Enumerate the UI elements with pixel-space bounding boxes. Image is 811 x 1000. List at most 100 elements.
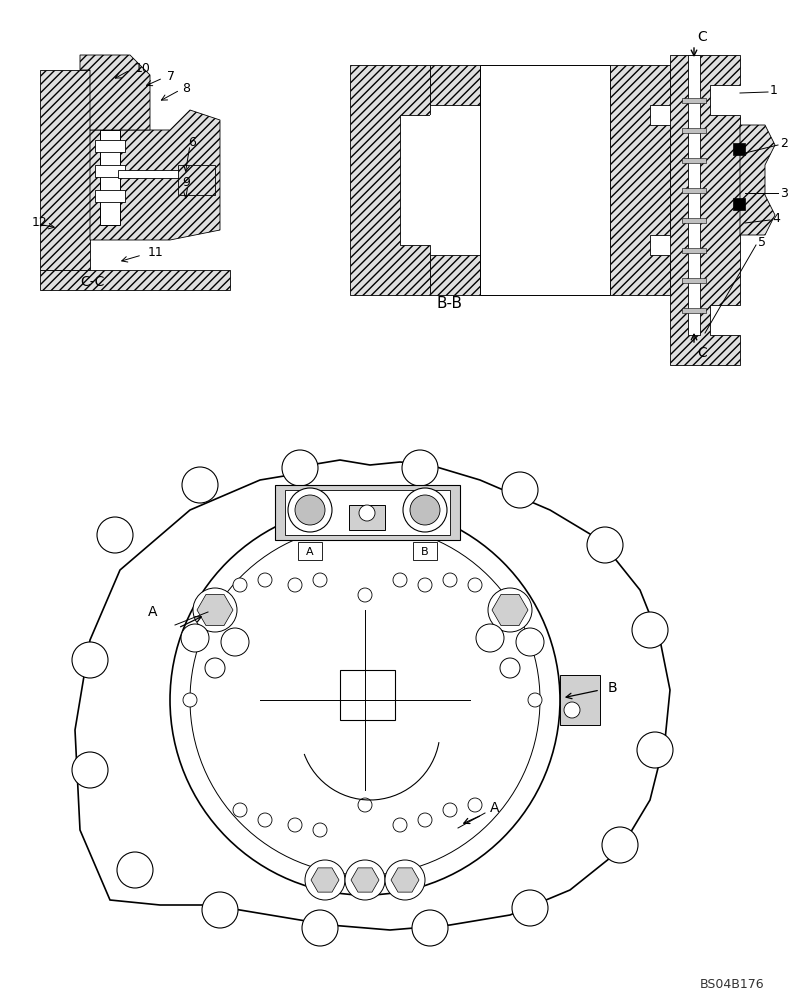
Circle shape [305, 860, 345, 900]
Text: 10: 10 [135, 62, 151, 75]
Polygon shape [80, 55, 150, 130]
Circle shape [500, 658, 519, 678]
Circle shape [358, 505, 375, 521]
Bar [118, 170, 188, 178]
Circle shape [443, 573, 457, 587]
Circle shape [281, 450, 318, 486]
Bar [349, 505, 384, 530]
Text: B-B: B-B [436, 296, 462, 310]
Circle shape [221, 628, 249, 656]
Circle shape [384, 860, 424, 900]
Circle shape [467, 798, 482, 812]
Circle shape [288, 818, 302, 832]
Circle shape [393, 573, 406, 587]
Bar [95, 140, 125, 152]
Bar [681, 188, 705, 193]
Circle shape [233, 578, 247, 592]
Bar [413, 542, 436, 560]
Text: 3: 3 [779, 187, 787, 200]
Polygon shape [669, 55, 739, 365]
Bar [681, 218, 705, 223]
Polygon shape [430, 255, 479, 295]
Bar [340, 670, 394, 720]
Bar [681, 248, 705, 253]
Bar [560, 675, 599, 725]
Bar [732, 198, 744, 210]
Circle shape [393, 818, 406, 832]
Circle shape [202, 892, 238, 928]
Circle shape [564, 702, 579, 718]
Circle shape [401, 450, 437, 486]
Bar [681, 98, 705, 103]
Circle shape [358, 588, 371, 602]
Bar [285, 490, 449, 535]
Polygon shape [178, 165, 215, 195]
Bar [681, 128, 705, 133]
Polygon shape [350, 868, 379, 892]
Text: 6: 6 [188, 136, 195, 149]
Circle shape [117, 852, 152, 888]
Circle shape [487, 588, 531, 632]
Text: B: B [607, 681, 617, 695]
Circle shape [418, 578, 431, 592]
Circle shape [410, 495, 440, 525]
Polygon shape [391, 868, 418, 892]
Circle shape [515, 628, 543, 656]
Circle shape [258, 813, 272, 827]
Circle shape [636, 732, 672, 768]
Text: 2: 2 [779, 137, 787, 150]
Text: 7: 7 [167, 70, 175, 83]
Polygon shape [75, 460, 669, 930]
Bar [681, 278, 705, 283]
Circle shape [475, 624, 504, 652]
Polygon shape [40, 70, 90, 270]
Bar [298, 542, 322, 560]
Circle shape [233, 803, 247, 817]
Polygon shape [311, 868, 338, 892]
Circle shape [182, 467, 217, 503]
Bar [100, 130, 120, 225]
Circle shape [402, 488, 446, 532]
Circle shape [418, 813, 431, 827]
Text: C: C [697, 30, 706, 44]
Bar [681, 308, 705, 313]
Text: 8: 8 [182, 82, 190, 95]
Circle shape [204, 658, 225, 678]
Text: A: A [148, 605, 157, 619]
Circle shape [358, 798, 371, 812]
Circle shape [512, 890, 547, 926]
Circle shape [181, 624, 208, 652]
Circle shape [72, 752, 108, 788]
Polygon shape [40, 270, 230, 290]
Circle shape [345, 860, 384, 900]
Text: A: A [306, 547, 313, 557]
Circle shape [97, 517, 133, 553]
Polygon shape [90, 110, 220, 240]
Bar [681, 158, 705, 163]
Circle shape [631, 612, 667, 648]
Circle shape [443, 803, 457, 817]
Circle shape [411, 910, 448, 946]
Text: 9: 9 [182, 176, 190, 189]
Circle shape [72, 642, 108, 678]
Text: 12: 12 [32, 216, 48, 229]
Text: C: C [697, 346, 706, 360]
Circle shape [586, 527, 622, 563]
Text: 5: 5 [757, 236, 765, 249]
Circle shape [467, 578, 482, 592]
Circle shape [288, 488, 332, 532]
Polygon shape [491, 594, 527, 626]
Circle shape [294, 495, 324, 525]
Circle shape [312, 573, 327, 587]
Polygon shape [197, 594, 233, 626]
Circle shape [288, 578, 302, 592]
Polygon shape [739, 125, 774, 235]
Circle shape [312, 823, 327, 837]
Polygon shape [609, 65, 669, 295]
Bar [479, 65, 609, 295]
Text: 11: 11 [148, 245, 164, 258]
Circle shape [258, 573, 272, 587]
Circle shape [601, 827, 637, 863]
Polygon shape [350, 65, 430, 295]
Bar [95, 190, 125, 202]
